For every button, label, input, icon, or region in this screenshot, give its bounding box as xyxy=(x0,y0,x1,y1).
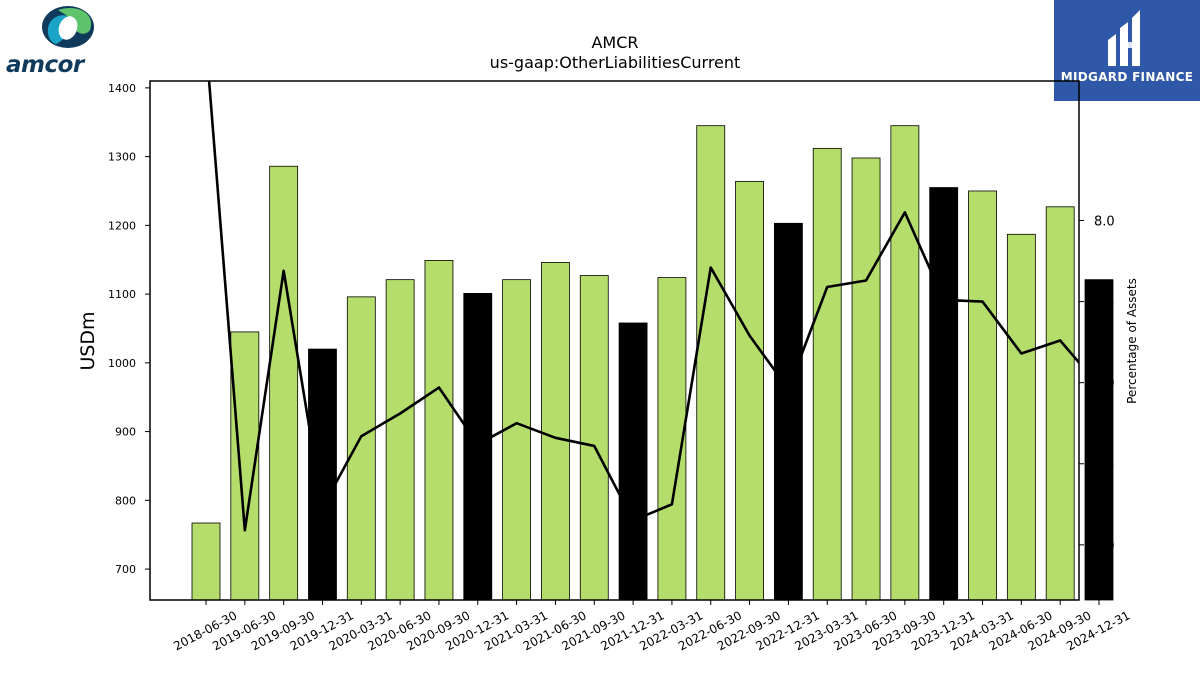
y-axis-left: 700 800 900 1000 1100 1200 1300 1400 xyxy=(108,82,150,576)
y-tick-label: 1100 xyxy=(108,288,136,301)
chart-subtitle: us-gaap:OtherLiabilitiesCurrent xyxy=(490,53,741,72)
y-tick-label: 800 xyxy=(115,494,136,507)
amcor-swirl-icon xyxy=(42,6,94,48)
y2-tick-label: 7.0 xyxy=(1094,377,1115,392)
bar-2023-09-30 xyxy=(890,125,920,601)
bar-2022-12-31 xyxy=(773,222,803,601)
y2-tick-label: 8.0 xyxy=(1094,214,1115,229)
amcor-logo-text: amcor xyxy=(6,52,84,78)
bar-2024-06-30 xyxy=(1006,233,1036,601)
bar-2021-12-31 xyxy=(618,322,648,601)
x-axis: 2018-06-302019-06-302019-09-302019-12-31… xyxy=(171,600,1132,653)
midgard-finance-logo-text: MIDGARD FINANCE xyxy=(1060,70,1194,84)
chart-title: AMCR xyxy=(591,33,638,52)
bar-2021-09-30 xyxy=(579,275,609,601)
bar-2019-12-31 xyxy=(308,348,337,601)
plot-frame xyxy=(149,80,1080,601)
y2-tick-label: 6.5 xyxy=(1094,458,1115,473)
midgard-mark-icon xyxy=(1108,10,1140,66)
y-tick-label: 1400 xyxy=(108,82,136,95)
bar-2021-06-30 xyxy=(541,262,570,601)
bar-2019-09-30 xyxy=(269,165,299,601)
y-axis-label: USDm xyxy=(77,311,99,370)
y2-axis-label: Percentage of Assets xyxy=(1125,278,1139,404)
y-tick-label: 900 xyxy=(115,426,136,439)
bar-2024-12-31 xyxy=(1084,279,1114,601)
bar-2022-06-30 xyxy=(696,125,726,601)
bar-2021-03-31 xyxy=(502,279,532,601)
bar-2020-06-30 xyxy=(385,279,415,601)
y-tick-label: 1200 xyxy=(108,219,136,232)
bar-2020-03-31 xyxy=(346,296,376,601)
y-tick-label: 1300 xyxy=(108,151,136,164)
bar-2018-06-30 xyxy=(191,522,221,601)
percentage-of-assets-line xyxy=(207,81,1079,532)
y2-tick-label: 6.0 xyxy=(1094,539,1115,554)
bar-2020-09-30 xyxy=(424,260,454,601)
y-tick-label: 700 xyxy=(115,563,136,576)
y-tick-label: 1000 xyxy=(108,357,136,370)
bars-layer xyxy=(191,125,1114,601)
bar-2024-03-31 xyxy=(968,190,997,601)
bar-2023-06-30 xyxy=(851,157,881,601)
amcor-logo: amcor xyxy=(4,4,100,80)
bar-2020-12-31 xyxy=(463,293,493,601)
bar-2024-09-30 xyxy=(1045,206,1075,601)
line-layer xyxy=(207,81,1079,532)
y-axis-right: 6.0 6.5 7.0 7.5 8.0 xyxy=(1079,214,1115,554)
bar-2023-03-31 xyxy=(812,147,842,601)
y2-tick-label: 7.5 xyxy=(1094,296,1115,311)
bar-2022-09-30 xyxy=(735,180,764,601)
bar-2023-12-31 xyxy=(929,187,959,601)
